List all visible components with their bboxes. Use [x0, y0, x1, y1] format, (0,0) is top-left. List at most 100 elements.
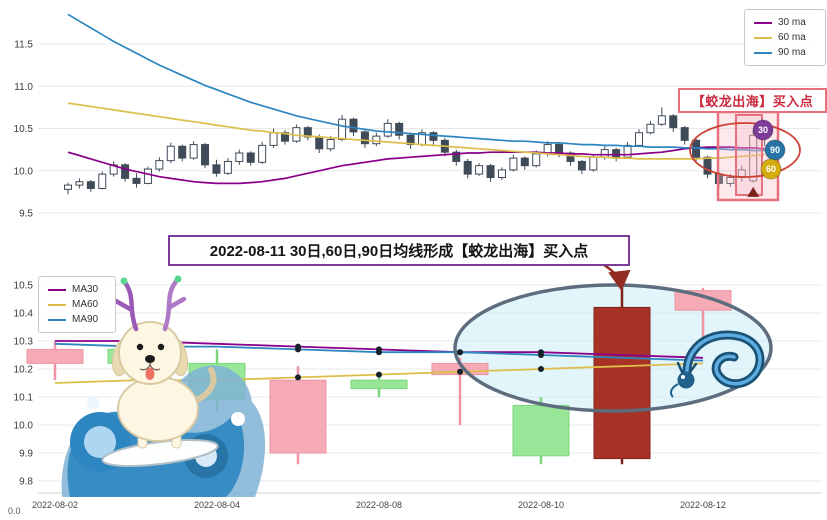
ma-point-marker — [457, 368, 463, 375]
y-tick-label: 10.0 — [14, 421, 34, 432]
candle-body — [429, 132, 438, 141]
ma-point-marker — [376, 371, 382, 378]
y-tick-label: 10.2 — [14, 365, 34, 376]
legend-label: MA30 — [72, 284, 99, 295]
ma-point-marker — [457, 349, 463, 356]
ma-point-marker — [538, 352, 544, 358]
candle-body — [315, 136, 324, 150]
overview-legend: 30 ma 60 ma 90 ma — [744, 9, 826, 66]
candle-body — [86, 181, 95, 189]
x-tick-label: 2022-08-08 — [356, 500, 402, 510]
candle-body — [201, 144, 210, 166]
candle-body — [486, 165, 495, 179]
legend-label: 60 ma — [778, 32, 806, 43]
candle-body — [155, 160, 164, 170]
candle-body — [349, 118, 358, 133]
candle-body — [532, 153, 541, 167]
candle-body — [212, 164, 221, 174]
legend-swatch — [754, 51, 772, 54]
candle-body — [646, 123, 655, 134]
candle-body — [512, 404, 570, 457]
ma-line-30ma — [67, 146, 765, 185]
x-tick-label: 2022-08-10 — [518, 500, 564, 510]
candle-body — [593, 306, 651, 460]
candle-body — [372, 135, 381, 145]
legend-item: 60 ma — [754, 30, 816, 45]
ma-badge-label: 90 — [770, 145, 780, 155]
candle-body — [26, 348, 84, 364]
candle-body — [452, 151, 461, 162]
y-tick-label: 11.0 — [14, 82, 33, 93]
candle-body — [475, 165, 484, 175]
legend-swatch — [48, 303, 66, 306]
candle-body — [223, 160, 232, 174]
candle-body — [178, 145, 187, 159]
ma-point-marker — [295, 346, 301, 353]
candle-body — [75, 181, 84, 186]
ma-line-90ma — [67, 13, 765, 152]
candle-body — [726, 177, 735, 184]
candle-body — [143, 168, 152, 184]
y-tick-label: 9.5 — [19, 209, 33, 220]
candle-body — [121, 164, 130, 179]
legend-label: MA60 — [72, 299, 99, 310]
legend-item: MA30 — [48, 282, 106, 297]
y-tick-label: 10.0 — [14, 166, 34, 177]
ma-badge-30 — [752, 119, 774, 141]
candle-body — [669, 115, 678, 129]
legend-label: 30 ma — [778, 17, 806, 28]
zoom-legend: MA30 MA60 MA90 — [38, 276, 116, 333]
y-tick-label: 10.5 — [14, 281, 34, 292]
ma-point-marker — [295, 374, 301, 381]
y-tick-label: 11.5 — [14, 40, 33, 51]
candle-body — [132, 177, 141, 184]
legend-item: MA60 — [48, 297, 106, 312]
candle-body — [269, 132, 278, 146]
legend-label: 90 ma — [778, 47, 806, 58]
candle-body — [98, 173, 107, 189]
ma-line-60ma — [67, 102, 765, 160]
candle-body — [680, 127, 689, 141]
legend-swatch — [48, 288, 66, 291]
candle-body — [269, 379, 327, 454]
legend-item: 90 ma — [754, 45, 816, 60]
candle-body — [395, 122, 404, 136]
ma-badge-label: 30 — [758, 125, 768, 135]
candle-body — [326, 138, 335, 150]
y-tick-label: 10.4 — [14, 309, 34, 320]
y-tick-label: 10.5 — [14, 124, 34, 135]
candle-body — [509, 157, 518, 171]
candle-body — [612, 149, 621, 158]
candle-body — [674, 290, 732, 311]
candle-body — [703, 156, 712, 175]
buy-marker-triangle — [747, 186, 760, 197]
candle-body — [189, 144, 198, 159]
legend-item: MA90 — [48, 312, 106, 327]
candle-body — [589, 156, 598, 171]
candle-body — [566, 152, 575, 162]
x-tick-label: 2022-08-02 — [32, 500, 78, 510]
candle-body — [64, 184, 72, 190]
y-tick-label: 10.3 — [14, 337, 34, 348]
x-tick-label: 2022-08-12 — [680, 500, 726, 510]
candle-body — [280, 132, 289, 142]
candle-body — [338, 118, 347, 140]
candle-body — [600, 149, 609, 158]
candle-body — [749, 134, 758, 182]
candle-body — [360, 131, 369, 145]
signal-label: 【蛟龙出海】买入点 — [678, 88, 827, 113]
candle-body — [463, 160, 472, 175]
y-tick-label: 9.8 — [19, 477, 33, 488]
candle-body — [577, 160, 586, 171]
ma-point-marker — [538, 366, 544, 372]
candle-body — [406, 134, 415, 146]
y-tick-label: 10.1 — [14, 393, 34, 404]
ma-badge-label: 60 — [766, 164, 776, 174]
note-box: 2022-08-11 30日,60日,90日均线形成【蛟龙出海】买入点 — [168, 235, 630, 266]
legend-label: MA90 — [72, 314, 99, 325]
candle-body — [350, 379, 408, 390]
candle-body — [246, 152, 255, 163]
candle-body — [497, 169, 506, 179]
candle-body — [635, 132, 643, 146]
